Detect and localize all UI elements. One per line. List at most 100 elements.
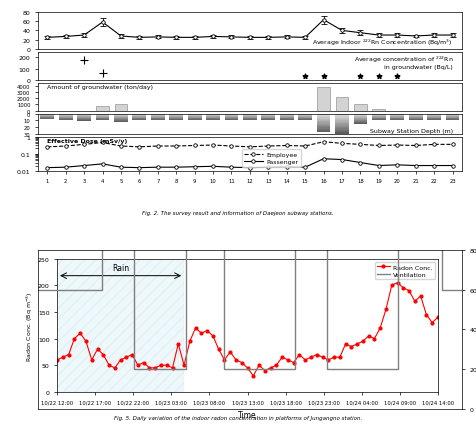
Bar [243, 117, 257, 118]
Bar [261, 119, 275, 120]
Ventilation [131, 367, 137, 372]
Text: Average concentration of $^{222}$Rn
in groundwater (Bq/L): Average concentration of $^{222}$Rn in g… [354, 54, 453, 70]
Ventilation [221, 367, 227, 372]
Bar [372, 110, 385, 111]
Bar [335, 120, 349, 121]
Bar [336, 98, 348, 111]
Employee [155, 144, 161, 149]
Bar [317, 117, 330, 118]
Bar [335, 126, 349, 128]
Bar [188, 116, 201, 117]
Text: Average Indoor $^{222}$Rn Concentration (Bq/m$^3$): Average Indoor $^{222}$Rn Concentration … [312, 38, 453, 48]
Employee [376, 144, 382, 149]
Bar [151, 114, 165, 115]
Line: Radon Conc.: Radon Conc. [37, 278, 463, 391]
Bar [354, 105, 367, 111]
Passenger [81, 164, 87, 169]
Employee [228, 144, 234, 149]
Bar [409, 117, 423, 118]
Bar [354, 114, 367, 115]
Point [394, 74, 401, 81]
Bar [317, 121, 330, 122]
Employee [44, 145, 50, 150]
Passenger [321, 157, 327, 162]
Bar [446, 117, 459, 118]
Bar [59, 117, 73, 118]
Passenger [137, 166, 142, 171]
Employee [137, 145, 142, 150]
Bar [409, 115, 423, 116]
Bar [261, 116, 275, 117]
Bar [151, 117, 165, 118]
Bar [59, 118, 73, 119]
Bar [115, 105, 128, 111]
Bar [243, 116, 257, 117]
Bar [409, 118, 423, 119]
Bar [132, 119, 146, 120]
Bar [317, 115, 330, 117]
Passenger [376, 164, 382, 169]
Bar [409, 120, 423, 121]
Bar [354, 118, 367, 119]
Bar [225, 117, 238, 118]
Bar [77, 114, 91, 115]
Bar [280, 119, 294, 120]
Bar [225, 119, 238, 120]
Passenger [173, 165, 179, 170]
Point [357, 74, 364, 81]
Bar [335, 114, 349, 115]
Bar [427, 120, 441, 121]
Bar [280, 116, 294, 117]
Bar [243, 120, 257, 121]
Bar [96, 114, 109, 115]
Line: Passenger: Passenger [46, 158, 454, 170]
Employee [357, 142, 363, 147]
Bar [206, 120, 220, 121]
Bar [335, 133, 349, 134]
Point [320, 74, 327, 81]
Bar [206, 116, 220, 117]
Ventilation [395, 208, 400, 213]
Bar [206, 119, 220, 120]
Radon Conc. [433, 299, 439, 304]
Bar [206, 115, 220, 116]
Bar [354, 115, 367, 116]
Employee [450, 142, 456, 147]
Bar [151, 120, 165, 121]
Bar [225, 118, 238, 119]
Bar [298, 119, 312, 120]
Ventilation [99, 208, 105, 213]
Bar [390, 117, 404, 118]
Passenger [44, 166, 50, 171]
Employee [284, 144, 289, 149]
Bar [169, 115, 183, 116]
Bar [188, 118, 201, 119]
Passenger [284, 165, 289, 170]
Employee [302, 144, 308, 149]
Bar [96, 116, 109, 117]
Bar [59, 120, 73, 121]
Bar [372, 118, 386, 119]
Bar [59, 115, 73, 116]
Bar [317, 127, 330, 128]
Bar [59, 114, 73, 115]
Employee [413, 144, 418, 149]
Bar [261, 115, 275, 116]
Ventilation [215, 208, 221, 213]
Bar [243, 118, 257, 119]
Radon Conc. [253, 387, 259, 392]
Passenger [266, 165, 271, 170]
Bar [188, 117, 201, 118]
Bar [59, 116, 73, 117]
Employee [192, 144, 198, 149]
Passenger [450, 164, 456, 169]
Bar [298, 120, 312, 121]
Bar [317, 88, 330, 111]
Bar [372, 115, 386, 116]
Employee [431, 142, 437, 147]
Bar [317, 123, 330, 124]
Bar [335, 124, 349, 125]
Passenger [210, 164, 216, 170]
Line: Ventilation: Ventilation [38, 211, 476, 369]
Bar [188, 120, 201, 121]
